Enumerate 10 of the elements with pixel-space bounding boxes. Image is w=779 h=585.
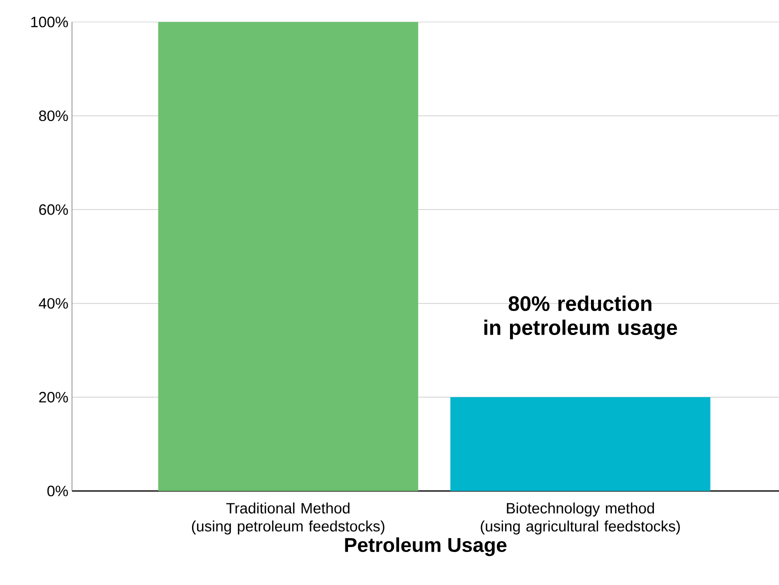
annotation: 80% reduction in petroleum usage — [484, 296, 678, 340]
y-tick-label: 20% — [39, 392, 68, 402]
y-tick-label: 40% — [38, 298, 68, 309]
x-tick-label: Traditional Method (using petroleum feedstocks) — [192, 502, 384, 534]
y-tick-label: 80% — [39, 110, 68, 122]
y-tick-label: 60% — [39, 204, 68, 215]
x-axis-title: Petroleum Usage — [345, 537, 506, 556]
y-tick-label: 0% — [47, 486, 68, 496]
x-tick-label: Biotechnology method (using agricultural feedstocks) — [480, 502, 680, 534]
y-tick-label: 100% — [31, 16, 68, 28]
